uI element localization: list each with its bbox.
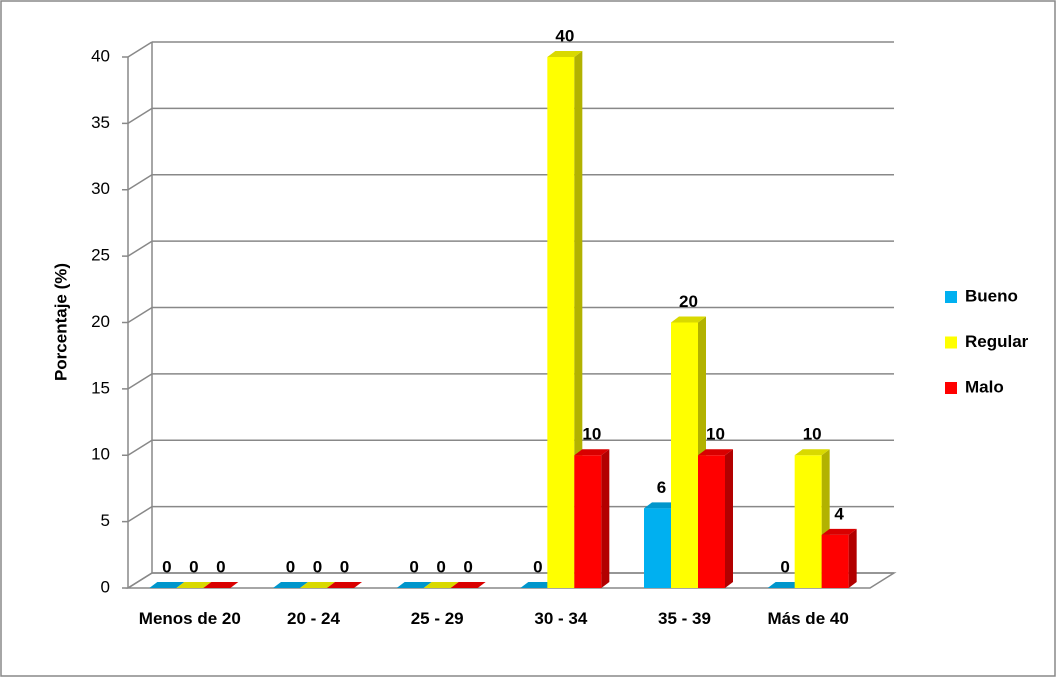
value-label: 0: [533, 557, 542, 576]
bar-top: [327, 582, 362, 588]
legend-label: Bueno: [965, 286, 1018, 305]
value-label: 10: [582, 425, 601, 444]
bar-top: [176, 582, 212, 588]
bar: [821, 534, 849, 588]
y-tick-label: 15: [91, 378, 110, 397]
y-tick-label: 0: [101, 577, 110, 596]
value-label: 20: [679, 292, 698, 311]
bar-top: [450, 582, 486, 588]
bar-top: [794, 449, 830, 456]
value-label: 0: [216, 557, 225, 576]
y-tick-label: 25: [91, 246, 110, 265]
grid-line: [127, 240, 153, 257]
grid-line: [127, 439, 153, 456]
bar: [698, 455, 725, 588]
bar-top: [767, 582, 803, 588]
bar-top: [574, 449, 610, 456]
value-label: 4: [834, 504, 844, 523]
bar: [794, 455, 822, 588]
bar-top: [644, 502, 679, 509]
x-tick-label: 30 - 34: [534, 609, 588, 628]
bar-top: [273, 582, 308, 588]
grid-line: [127, 505, 153, 523]
legend-swatch: [945, 291, 957, 303]
bar-top: [203, 582, 239, 588]
bar-top: [149, 582, 185, 588]
value-label: 10: [803, 425, 822, 444]
y-tick-label: 20: [91, 312, 110, 331]
y-axis-label: Porcentaje (%): [51, 263, 70, 381]
bar: [671, 322, 698, 588]
bar-top: [671, 316, 706, 323]
value-label: 0: [286, 557, 295, 576]
bar-top: [821, 528, 857, 535]
legend-swatch: [945, 382, 957, 394]
bar-top: [423, 582, 459, 588]
grid-line: [127, 373, 153, 390]
bar-top: [698, 449, 733, 456]
x-tick-label: Más de 40: [767, 609, 849, 628]
y-tick-label: 35: [91, 113, 110, 132]
bar-top: [300, 582, 335, 588]
value-label: 0: [436, 557, 445, 576]
grid-line: [127, 41, 153, 58]
y-tick-label: 40: [91, 46, 110, 65]
x-tick-label: Menos de 20: [138, 609, 241, 628]
bar: [644, 508, 671, 588]
x-tick-label: 20 - 24: [287, 609, 340, 628]
grid-line: [127, 107, 153, 125]
grid-line: [127, 306, 153, 324]
value-label: 0: [409, 557, 418, 576]
value-label: 10: [706, 425, 725, 444]
bar-top: [520, 582, 556, 588]
y-tick-label: 30: [91, 179, 110, 198]
value-label: 0: [780, 557, 789, 576]
x-tick-label: 35 - 39: [658, 609, 711, 628]
x-tick-label-box: Menos de 20: [138, 609, 241, 628]
x-tick-label-box: Más de 40: [767, 609, 849, 628]
value-label: 0: [162, 557, 171, 576]
legend-label: Regular: [965, 332, 1029, 351]
value-label: 6: [657, 478, 666, 497]
grid-line: [127, 174, 153, 191]
bar: [574, 455, 602, 588]
x-tick-label-box: 20 - 24: [287, 609, 340, 628]
bar-top: [396, 582, 432, 588]
x-tick-label-box: 35 - 39: [658, 609, 711, 628]
y-tick-label: 10: [91, 445, 110, 464]
value-label: 40: [555, 26, 574, 45]
value-label: 0: [189, 557, 198, 576]
legend-label: Malo: [965, 377, 1004, 396]
x-tick-label-box: 25 - 29: [410, 609, 464, 628]
bar-side: [601, 449, 610, 588]
bar-top: [547, 51, 583, 57]
grid-line: [127, 572, 153, 589]
bar: [547, 57, 575, 588]
legend-swatch: [945, 336, 957, 349]
x-tick-label-box: 30 - 34: [534, 609, 588, 628]
y-tick-label: 5: [101, 511, 110, 530]
value-label: 0: [340, 557, 349, 576]
value-label: 0: [463, 557, 472, 576]
bar-side: [725, 449, 733, 588]
value-label: 0: [313, 557, 322, 576]
bar-side: [848, 528, 857, 588]
x-tick-label: 25 - 29: [410, 609, 464, 628]
